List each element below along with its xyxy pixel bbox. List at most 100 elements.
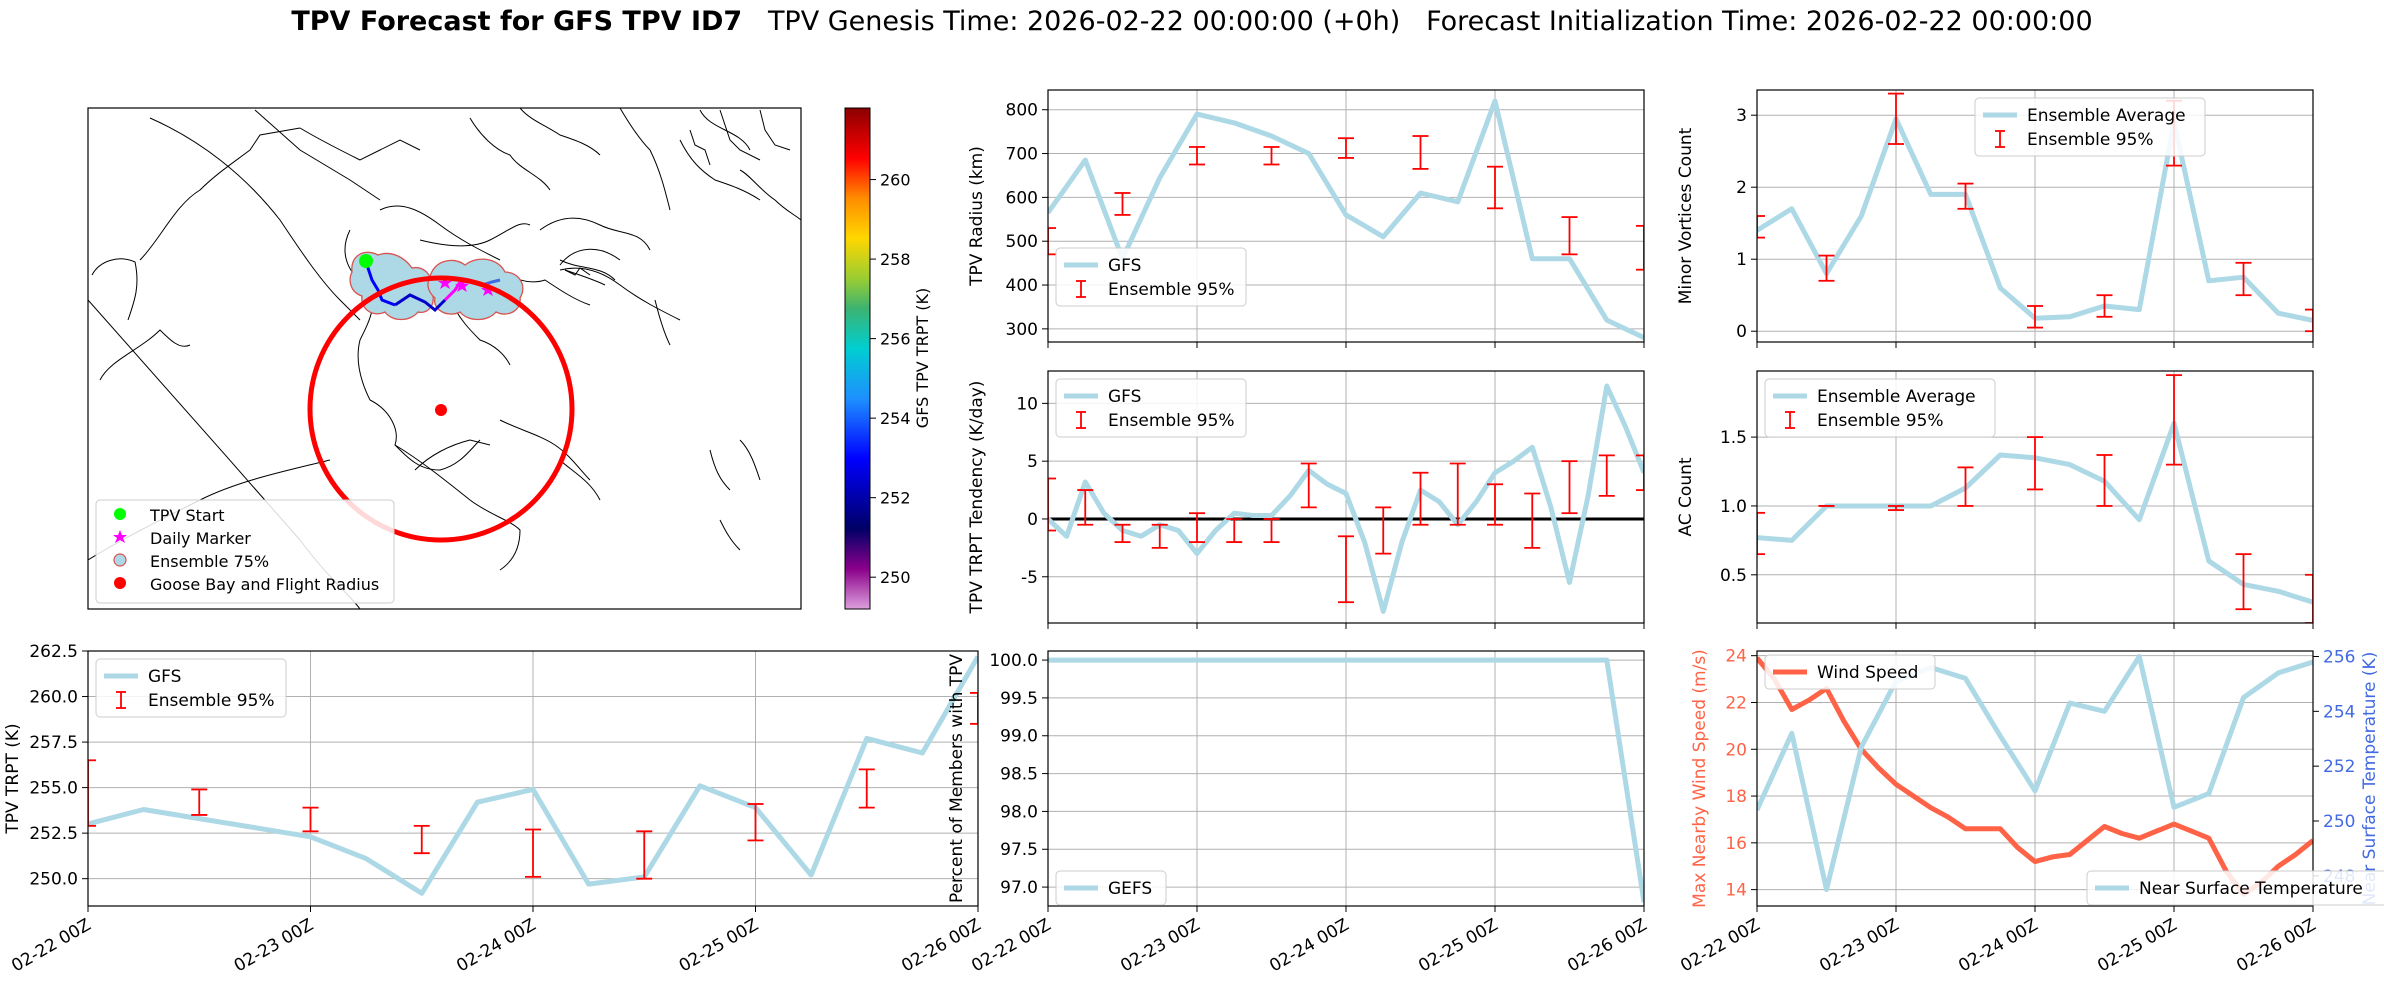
y-tick-label: 2 (1736, 178, 1747, 198)
chart-legend: Ensemble Average Ensemble 95% (1974, 97, 2206, 157)
y-tick-label-right: 256 (2323, 647, 2355, 667)
y-tick-label: 0 (1027, 510, 1038, 530)
errorbar (1114, 192, 1131, 216)
chart-legend: Wind Speed (1764, 654, 1936, 690)
y-tick-label-right: 250 (2323, 812, 2355, 832)
flight-radius-circle (307, 275, 575, 543)
y-tick-label: 98.5 (1000, 765, 1038, 785)
x-tick-label: 02-26 00Z (1564, 915, 1650, 976)
x-tick-label: 02-25 00Z (1415, 915, 1501, 976)
series-line-gfs (1048, 98, 1644, 340)
y-tick-label: 600 (1006, 188, 1038, 208)
y-axis-label: TPV Radius (km) (967, 146, 987, 287)
title-init: Forecast Initialization Time: 2026-02-22… (1426, 6, 2093, 37)
series-line-near-surface-temperature (1757, 654, 2313, 892)
y-tick-label: 20 (1725, 740, 1747, 760)
y-tick-label: 1.0 (1720, 497, 1747, 517)
y-tick-label: 1 (1736, 250, 1747, 270)
errorbar (1151, 523, 1168, 549)
errorbar (1263, 518, 1280, 543)
x-tick-label: 02-25 00Z (2094, 915, 2180, 976)
legend-label: Ensemble Average (1817, 387, 1976, 407)
errorbar (1598, 454, 1615, 497)
errorbar (302, 806, 319, 833)
errorbar (636, 830, 653, 880)
legend-label: Ensemble 95% (1108, 411, 1235, 431)
legend-goose-bay-icon (114, 577, 126, 589)
y-tick-label: 16 (1725, 834, 1747, 854)
y-axis-label: TPV TRPT Tendency (K/day) (967, 381, 987, 615)
colorbar-ticks: 250 252 254 256 258 260 (870, 171, 911, 587)
errorbar (1449, 462, 1466, 526)
chart-legend-box (1974, 97, 2206, 157)
chart-legend: Ensemble Average Ensemble 95% (1764, 378, 1996, 438)
colorbar-tick-label: 258 (880, 250, 911, 269)
x-tick-label: 02-23 00Z (231, 915, 317, 976)
y-tick-label: 98.0 (1000, 802, 1038, 822)
y-tick-label: 0 (1736, 322, 1747, 342)
series-line-gefs (1048, 657, 1644, 903)
y-tick-label: 255.0 (29, 779, 78, 799)
errorbar (1077, 489, 1094, 526)
errorbar (1957, 466, 1974, 507)
y-tick-label: 500 (1006, 232, 1038, 252)
y-tick-label: 252.5 (29, 824, 78, 844)
errorbar (525, 828, 541, 878)
errorbar (2166, 374, 2182, 466)
y-tick-label: 100.0 (989, 651, 1038, 671)
series-line-wind-speed (1757, 656, 2313, 897)
legend-label: Wind Speed (1817, 663, 1918, 683)
chart-legend-box (1764, 654, 1936, 690)
chart-minor_vortices: 0 1 2 3 Minor Vortices Count Ensemble Average… (1676, 89, 2314, 348)
y-axis-label: Max Nearby Wind Speed (m/s) (1690, 649, 1710, 908)
errorbar (2235, 261, 2252, 297)
errorbar (1757, 511, 1765, 556)
colorbar-tick-label: 260 (880, 171, 911, 190)
errorbar (1300, 462, 1317, 509)
errorbar (858, 768, 875, 809)
y-tick-label: 10 (1016, 394, 1038, 414)
y-tick-label: 260.0 (29, 688, 78, 708)
chart-percent: 97.0 97.5 98.0 98.5 99.0 99.5 100.0 02-22 00Z 02… (947, 650, 1651, 976)
y-tick-label: 5 (1027, 452, 1038, 472)
chart-wind_temp: 141618202224248250252254256Near Surface … (1677, 647, 2384, 976)
y-tick-label: 97.5 (1000, 840, 1038, 860)
chart-legend: Near Surface Temperature (2086, 870, 2384, 906)
chart-tendency: -5 0 5 10 TPV TRPT Tendency (K/day) GFS Ensemb… (967, 370, 1645, 629)
errorbar (1818, 254, 1835, 282)
errorbar (1375, 506, 1392, 555)
goose-bay-marker (435, 404, 447, 416)
y-axis-label: Minor Vortices Count (1676, 127, 1696, 304)
daily-markers (438, 276, 495, 296)
errorbar (2305, 573, 2313, 623)
chart-legend: GEFS (1055, 870, 1167, 906)
errorbar (2305, 308, 2313, 333)
x-tick-label: 02-25 00Z (676, 915, 762, 976)
y-tick-label: 257.5 (29, 733, 78, 753)
errorbar (1263, 146, 1280, 166)
map-legend-box (95, 499, 395, 604)
errorbar (1338, 535, 1354, 604)
y-tick-label-right: 254 (2323, 702, 2355, 722)
legend-label: GFS (1108, 387, 1141, 407)
plot-data (88, 655, 978, 896)
errorbar (1561, 460, 1578, 515)
x-tick-label: 02-22 00Z (968, 915, 1054, 976)
colorbar-label: GFS TPV TRPT (K) (913, 288, 932, 428)
map-legend: TPV Start Daily Marker Ensemble 75% Goos… (95, 499, 395, 604)
legend-tpv-start-icon (114, 508, 126, 520)
legend-label: Ensemble 95% (2027, 130, 2154, 150)
colorbar-tick-label: 250 (880, 568, 911, 587)
y-tick-label: 18 (1725, 787, 1747, 807)
errorbar (1561, 216, 1578, 256)
errorbar (747, 803, 764, 842)
y-tick-label: 97.0 (1000, 878, 1038, 898)
errorbar (88, 759, 96, 827)
title-bold: TPV Forecast for GFS TPV ID7 (291, 6, 743, 37)
plot-data (1757, 374, 2313, 623)
errorbar (2027, 436, 2043, 491)
legend-label: Near Surface Temperature (2139, 879, 2363, 899)
chart-legend-box (1055, 870, 1167, 906)
y-tick-label-right: 252 (2323, 757, 2355, 777)
errorbar (970, 691, 978, 725)
